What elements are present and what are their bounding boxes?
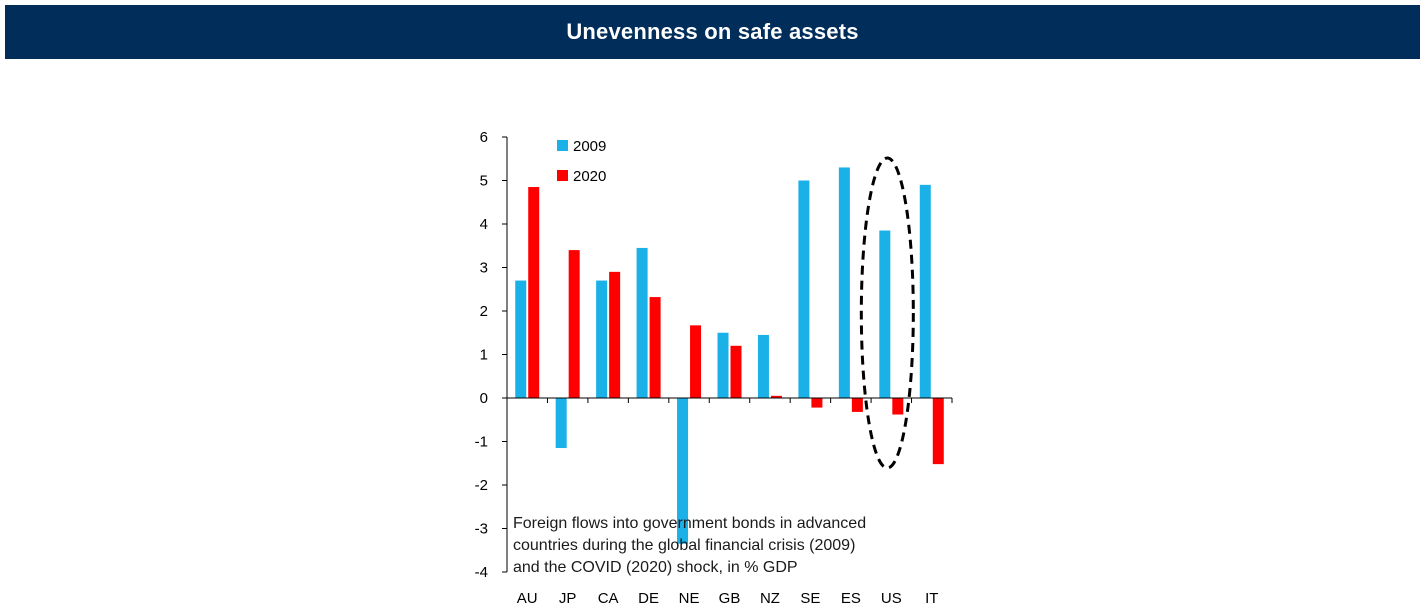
legend-swatch-2020 bbox=[557, 170, 568, 181]
bar-2020-GB bbox=[730, 345, 742, 398]
x-tick-label: GB bbox=[719, 590, 741, 607]
bar-2009-JP bbox=[555, 398, 567, 449]
x-tick-label: AU bbox=[517, 590, 538, 607]
legend: 2009 2020 bbox=[557, 138, 606, 185]
legend-label-2020: 2020 bbox=[573, 168, 606, 185]
x-tick-label: US bbox=[881, 590, 902, 607]
bar-2020-AU bbox=[528, 187, 540, 398]
y-tick-label: -3 bbox=[475, 521, 488, 538]
header-bar: Unevenness on safe assets bbox=[5, 5, 1420, 59]
bar-2009-CA bbox=[596, 280, 608, 398]
bar-2020-ES bbox=[851, 398, 863, 412]
bar-2020-NZ bbox=[770, 395, 782, 398]
bar-2020-JP bbox=[568, 250, 580, 398]
y-tick-label: 4 bbox=[480, 216, 488, 233]
bar-2009-ES bbox=[838, 167, 850, 398]
y-tick-label: 5 bbox=[480, 173, 488, 190]
y-tick-label: -1 bbox=[475, 434, 488, 451]
x-tick-label: SE bbox=[800, 590, 820, 607]
y-tick-label: 6 bbox=[480, 129, 488, 146]
x-tick-label: NE bbox=[679, 590, 700, 607]
annotation-line: Foreign flows into government bonds in a… bbox=[513, 515, 866, 532]
highlight-ellipse bbox=[859, 156, 915, 470]
x-tick-label: NZ bbox=[760, 590, 780, 607]
x-tick-label: ES bbox=[841, 590, 861, 607]
x-tick-label: CA bbox=[598, 590, 619, 607]
y-tick-label: 1 bbox=[480, 347, 488, 364]
bar-2009-IT bbox=[919, 184, 931, 398]
annotation-line: and the COVID (2020) shock, in % GDP bbox=[513, 559, 798, 576]
bar-2020-SE bbox=[811, 398, 823, 408]
bar-2009-US bbox=[879, 230, 891, 398]
legend-swatch-2009 bbox=[557, 140, 568, 151]
x-tick-label: DE bbox=[638, 590, 659, 607]
x-tick-label: JP bbox=[559, 590, 577, 607]
y-tick-label: 2 bbox=[480, 303, 488, 320]
highlight bbox=[859, 156, 915, 470]
y-axis: 6 5 4 3 2 1 0 -1 -2 -3 -4 bbox=[475, 129, 508, 581]
x-tick-label: IT bbox=[925, 590, 938, 607]
annotation-line: countries during the global financial cr… bbox=[513, 537, 855, 554]
bars bbox=[515, 167, 944, 544]
bar-2009-AU bbox=[515, 280, 527, 398]
y-tick-label: 3 bbox=[480, 260, 488, 277]
x-axis: AU JP CA DE NE GB NZ SE ES US IT bbox=[507, 397, 953, 607]
annotation: Foreign flows into government bonds in a… bbox=[513, 515, 866, 576]
y-tick-label: 0 bbox=[480, 390, 488, 407]
bar-2020-DE bbox=[649, 297, 661, 398]
bar-2020-IT bbox=[932, 398, 944, 465]
bar-2009-SE bbox=[798, 180, 810, 398]
bar-2009-NE bbox=[677, 398, 689, 544]
page-title: Unevenness on safe assets bbox=[566, 19, 859, 44]
legend-label-2009: 2009 bbox=[573, 138, 606, 155]
bar-2009-DE bbox=[636, 247, 648, 398]
bar-2020-CA bbox=[609, 271, 621, 398]
bar-2020-NE bbox=[690, 325, 702, 398]
y-tick-label: -2 bbox=[475, 477, 488, 494]
y-tick-label: -4 bbox=[475, 564, 488, 581]
bar-2009-GB bbox=[717, 332, 729, 398]
bar-2020-US bbox=[892, 398, 904, 415]
bar-2009-NZ bbox=[757, 334, 769, 398]
